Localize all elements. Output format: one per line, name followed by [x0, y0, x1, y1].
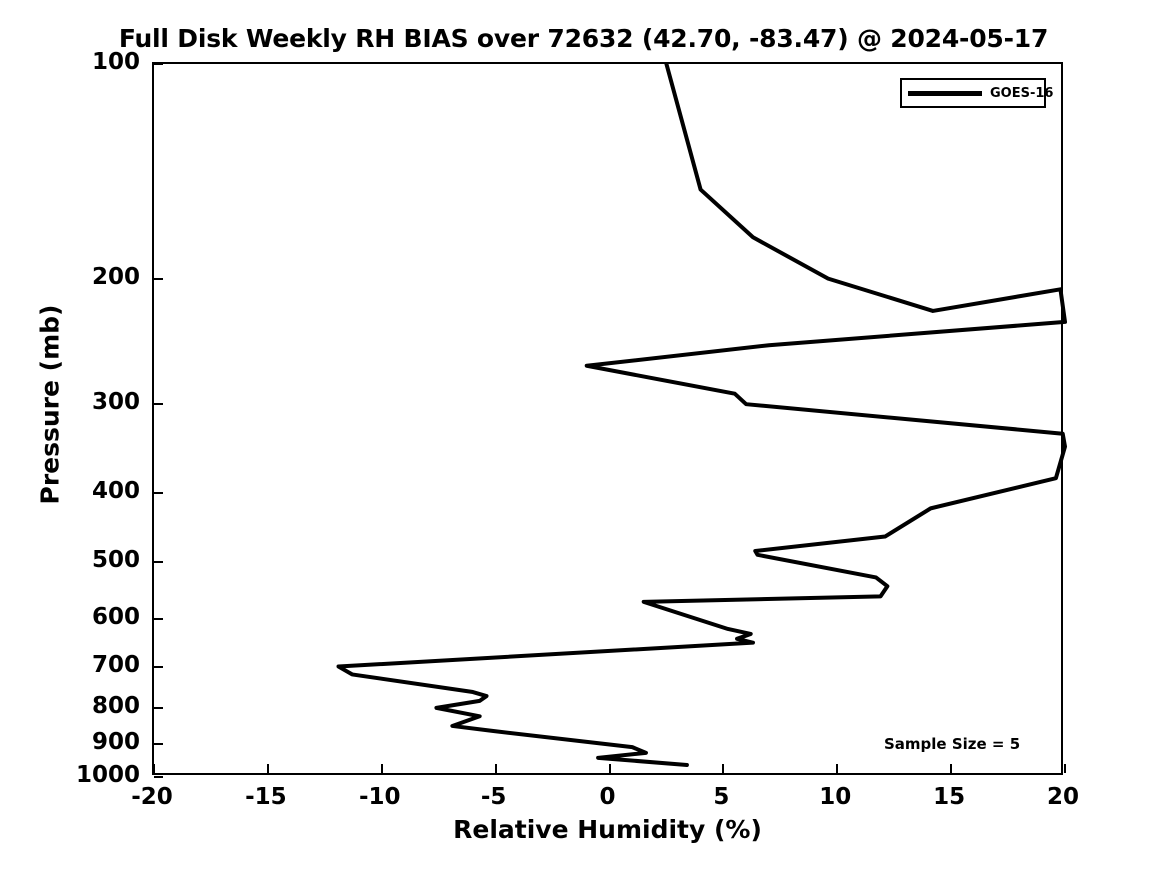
x-tick-mark	[153, 764, 155, 773]
y-tick-label-900: 900	[91, 729, 140, 756]
legend: GOES-16	[900, 78, 1053, 108]
x-axis-title: Relative Humidity (%)	[453, 815, 762, 844]
data-series-svg	[336, 62, 1067, 767]
x-tick-label-neg10: -10	[358, 784, 401, 810]
x-tick-mark	[722, 764, 725, 773]
x-tick-mark	[1064, 764, 1066, 773]
y-tick-label-700: 700	[91, 651, 140, 678]
x-tick-label-neg5: -5	[480, 784, 507, 810]
y-axis-tick-labels: 100 200 300 400 500 600 700 800 900 1000	[0, 49, 140, 788]
y-tick-mark	[154, 743, 163, 746]
x-tick-mark	[266, 764, 269, 773]
x-tick-label-0: 0	[599, 784, 616, 810]
y-tick-mark	[154, 403, 163, 406]
y-tick-label-300: 300	[91, 389, 140, 416]
x-tick-mark	[380, 764, 383, 773]
y-tick-mark	[154, 776, 163, 778]
y-tick-label-600: 600	[91, 603, 140, 630]
x-tick-mark	[950, 764, 953, 773]
y-tick-mark	[154, 706, 163, 709]
x-axis-tick-labels: -20 -15 -10 -5 0 5 10 15 20	[131, 784, 1079, 820]
y-tick-label-1000: 1000	[75, 762, 140, 788]
plot-area	[152, 62, 1067, 778]
y-tick-label-800: 800	[91, 692, 140, 719]
y-tick-mark	[154, 277, 163, 280]
y-tick-label-100: 100	[91, 49, 140, 75]
y-tick-mark	[154, 63, 163, 65]
y-tick-label-400: 400	[91, 478, 140, 505]
y-tick-mark	[154, 492, 163, 495]
x-tick-label-20: 20	[1046, 784, 1080, 810]
y-tick-mark	[154, 617, 163, 620]
legend-label-goes16: GOES-16	[990, 85, 1054, 101]
series-line-goes16	[336, 62, 1067, 767]
x-tick-mark	[494, 764, 497, 773]
sample-size-annotation: Sample Size = 5	[884, 735, 1021, 753]
y-tick-label-500: 500	[91, 547, 140, 574]
y-tick-mark	[154, 561, 163, 564]
x-tick-mark	[836, 764, 839, 773]
y-tick-mark	[154, 665, 163, 668]
legend-line-swatch	[908, 90, 982, 96]
x-tick-label-15: 15	[933, 784, 966, 810]
x-tick-mark	[608, 764, 611, 773]
y-tick-label-200: 200	[91, 263, 140, 290]
x-tick-label-neg20: -20	[131, 784, 173, 810]
x-tick-label-neg15: -15	[245, 784, 287, 810]
x-tick-label-10: 10	[819, 784, 852, 810]
chart-title: Full Disk Weekly RH BIAS over 72632 (42.…	[118, 24, 1049, 53]
x-tick-label-5: 5	[713, 784, 730, 810]
